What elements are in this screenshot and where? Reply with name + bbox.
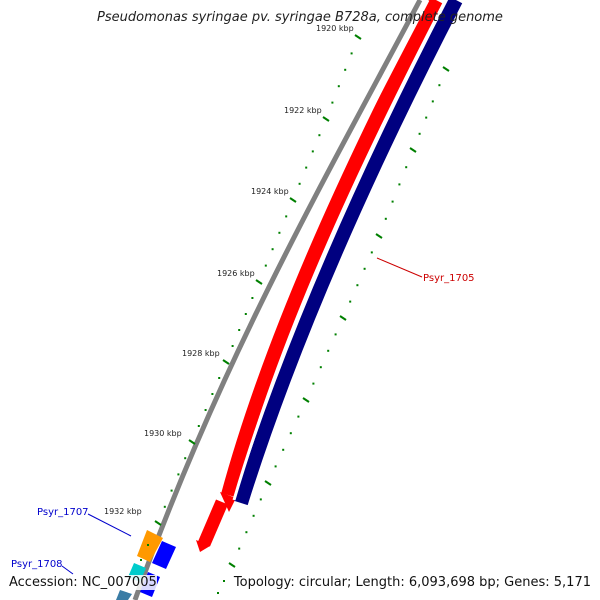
minor-tick — [278, 231, 281, 234]
outer-minor-tick — [334, 333, 337, 336]
major-tick — [188, 439, 196, 445]
outer-major-tick — [264, 480, 272, 486]
minor-tick — [244, 313, 247, 315]
gene-label-psyr-1705[interactable]: Psyr_1705 — [423, 273, 475, 284]
tick-label: 1930 kbp — [144, 429, 182, 438]
minor-tick — [238, 329, 241, 331]
outer-minor-tick — [425, 116, 428, 119]
tick-group: 1920 kbp 1922 kbp 1924 kbp 1926 kbp 1928 kbp… — [104, 24, 450, 594]
minor-tick — [311, 150, 314, 153]
minor-tick — [331, 101, 334, 104]
outer-major-tick — [339, 315, 347, 321]
outer-minor-tick — [370, 251, 373, 254]
outer-minor-tick — [238, 547, 241, 550]
outer-major-tick — [228, 562, 236, 568]
minor-tick — [218, 377, 221, 379]
minor-tick — [264, 264, 267, 267]
outer-minor-tick — [356, 284, 359, 287]
outer-major-tick — [442, 66, 450, 72]
genome-summary: Topology: circular; Length: 6,093,698 bp… — [233, 575, 591, 590]
outer-minor-tick — [312, 382, 315, 385]
minor-tick — [170, 489, 173, 492]
gene-forward-small[interactable] — [198, 499, 228, 547]
psyr-1708-leader — [61, 565, 74, 575]
outer-minor-tick — [327, 349, 330, 352]
psyr-1707-leader — [87, 513, 132, 537]
outer-minor-tick — [398, 183, 401, 186]
genome-backbone — [132, 0, 423, 600]
tick-label: 1932 kbp — [104, 507, 142, 516]
minor-tick — [184, 457, 187, 460]
outer-minor-tick — [349, 300, 352, 303]
outer-minor-tick — [431, 100, 434, 103]
outer-minor-tick — [274, 465, 277, 468]
minor-tick — [285, 215, 288, 218]
major-tick — [322, 116, 330, 122]
tick-label: 1924 kbp — [251, 187, 289, 196]
outer-minor-tick — [391, 200, 394, 203]
outer-major-tick — [302, 397, 310, 403]
gene-label-psyr-1708[interactable]: Psyr_1708 — [11, 559, 63, 570]
major-tick — [255, 279, 263, 285]
gene-teal[interactable] — [116, 590, 132, 600]
outer-major-tick — [375, 233, 383, 239]
outer-minor-tick — [245, 531, 248, 534]
tick-label: 1922 kbp — [284, 106, 322, 115]
gene-psyr-1705-forward[interactable] — [221, 0, 443, 497]
minor-tick — [147, 544, 149, 546]
outer-minor-tick — [217, 592, 219, 594]
accession-text: Accession: NC_007005 — [9, 575, 157, 590]
major-tick — [222, 359, 230, 365]
major-tick — [154, 520, 162, 526]
minor-tick — [163, 505, 166, 508]
outer-minor-tick — [289, 432, 292, 435]
minor-tick — [197, 425, 200, 427]
minor-tick — [211, 393, 214, 395]
outer-minor-tick — [297, 415, 300, 418]
minor-tick — [298, 182, 301, 185]
minor-tick — [344, 68, 347, 71]
major-tick — [289, 197, 297, 203]
gene-forward-small-arrow — [196, 540, 210, 552]
major-tick — [354, 34, 362, 40]
minor-tick — [140, 559, 142, 561]
outer-minor-tick — [438, 84, 441, 87]
outer-minor-tick — [223, 580, 225, 582]
outer-minor-tick — [405, 166, 408, 169]
minor-tick — [251, 297, 254, 299]
tick-label: 1920 kbp — [316, 24, 354, 33]
gene-forward-arrow-head — [220, 492, 236, 512]
outer-minor-tick — [259, 498, 262, 501]
outer-minor-tick — [363, 267, 366, 270]
outer-major-tick — [409, 147, 417, 153]
gene-blue-1[interactable] — [152, 541, 176, 569]
minor-tick — [337, 85, 340, 88]
minor-tick — [305, 166, 308, 169]
minor-tick — [177, 473, 180, 476]
minor-tick — [271, 248, 274, 251]
minor-tick — [204, 409, 207, 411]
outer-minor-tick — [384, 217, 387, 220]
tick-label: 1928 kbp — [182, 349, 220, 358]
outer-minor-tick — [252, 514, 255, 517]
psyr-1705-leader — [376, 257, 423, 278]
tick-label: 1926 kbp — [217, 269, 255, 278]
minor-tick — [231, 345, 234, 347]
gene-reverse-strand[interactable] — [234, 0, 463, 506]
outer-minor-tick — [282, 448, 285, 451]
outer-minor-tick — [319, 366, 322, 369]
map-title: Pseudomonas syringae pv. syringae B728a,… — [97, 10, 503, 25]
gene-psyr-1707[interactable] — [137, 530, 163, 562]
minor-tick — [350, 52, 353, 55]
gene-label-psyr-1707[interactable]: Psyr_1707 — [37, 507, 89, 518]
outer-minor-tick — [418, 132, 421, 135]
minor-tick — [318, 134, 321, 137]
